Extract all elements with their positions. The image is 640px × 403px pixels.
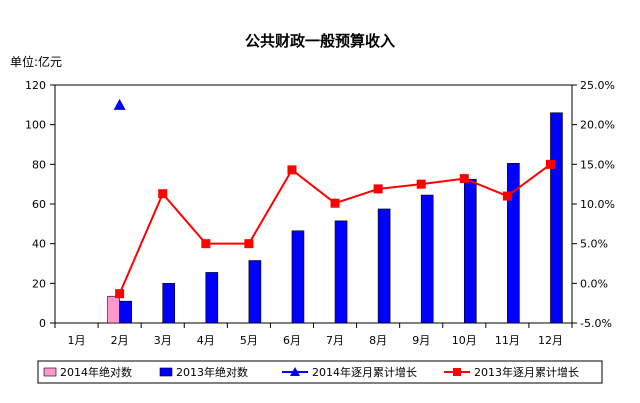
bar [107, 295, 120, 324]
x-tick-label: 3月 [154, 334, 172, 347]
line-point [113, 98, 126, 110]
y-right-tick-label: 15.0% [580, 158, 615, 171]
bar [205, 272, 219, 324]
legend-label: 2014年逐月累计增长 [312, 365, 417, 379]
y-left-tick-label: 120 [25, 79, 46, 92]
line-point [373, 184, 383, 194]
x-tick-label: 11月 [495, 334, 520, 347]
y-right-tick-label: 20.0% [580, 119, 615, 132]
line-point [459, 174, 469, 184]
y-right-tick-label: 0.0% [580, 277, 608, 290]
y-left-tick-label: 80 [32, 158, 46, 171]
chart-title: 公共财政一般预算收入 [245, 32, 395, 50]
x-tick-label: 5月 [240, 334, 258, 347]
bar [248, 260, 262, 324]
bar [507, 163, 520, 324]
legend-label: 2013年逐月累计增长 [474, 365, 579, 379]
legend-label: 2013年绝对数 [176, 365, 248, 379]
line-point [330, 198, 340, 208]
y-right-tick-label: -5.0% [580, 317, 612, 330]
line-point [502, 191, 512, 201]
x-tick-label: 9月 [412, 334, 430, 347]
legend-box [37, 360, 603, 384]
bar [291, 230, 305, 324]
legend-swatch [290, 367, 300, 376]
y-left-tick-label: 40 [32, 238, 46, 251]
y-left-tick-label: 0 [39, 317, 46, 330]
line-point [545, 159, 555, 169]
line-point [158, 189, 168, 199]
x-tick-label: 7月 [326, 334, 344, 347]
line-point [416, 179, 426, 189]
x-tick-label: 6月 [283, 334, 301, 347]
bar [463, 178, 477, 324]
bar [334, 220, 348, 324]
y-right-tick-label: 5.0% [580, 238, 608, 251]
bar [550, 112, 563, 324]
x-tick-label: 10月 [452, 334, 477, 347]
y-left-tick-label: 100 [25, 119, 46, 132]
y-right-tick-label: 10.0% [580, 198, 615, 211]
y-unit-label: 单位:亿元 [10, 54, 62, 69]
x-tick-label: 1月 [68, 334, 86, 347]
x-tick-label: 2月 [111, 334, 129, 347]
line-point [287, 165, 297, 175]
y-left-tick-label: 20 [32, 277, 46, 290]
legend-swatch [43, 367, 57, 377]
line-point [244, 239, 254, 249]
x-tick-label: 12月 [538, 334, 563, 347]
x-tick-label: 4月 [197, 334, 215, 347]
bar [162, 283, 176, 324]
line-point [201, 239, 211, 249]
legend-swatch [453, 368, 461, 376]
bar [119, 300, 132, 324]
y-left-tick-label: 60 [32, 198, 46, 211]
plot-area: 0 20 40 60 80 100 120 -5.0% 0.0% 5.0% 10.0% 15.0% 20… [25, 79, 615, 347]
y-right-tick-label: 25.0% [580, 79, 615, 92]
bar [377, 208, 391, 324]
plot-frame [54, 84, 573, 324]
legend: 2014年绝对数 2013年绝对数 2014年逐月累计增长 2013年逐月累计增长 [37, 360, 603, 384]
line-point [115, 289, 125, 299]
legend-label: 2014年绝对数 [60, 365, 132, 379]
x-tick-label: 8月 [369, 334, 387, 347]
bar [420, 194, 434, 324]
legend-swatch [159, 367, 173, 377]
